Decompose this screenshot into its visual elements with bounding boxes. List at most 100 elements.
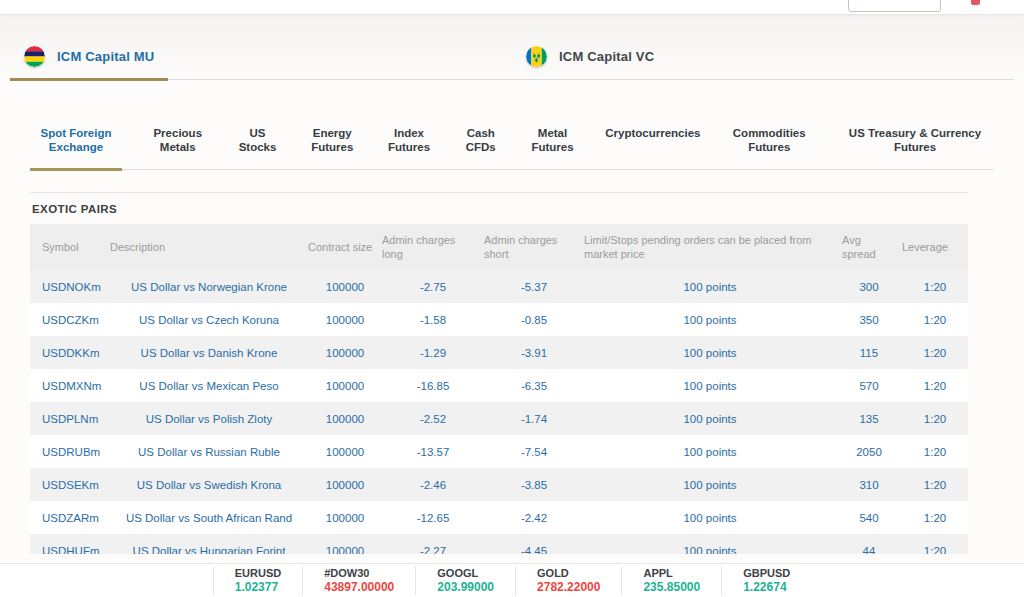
- admin-charges-long-cell: -2.52: [382, 413, 484, 425]
- symbol-cell: USDHUFm: [30, 545, 110, 555]
- symbol-cell: USDMXNm: [30, 380, 110, 392]
- ticker-symbol: GBPUSD: [743, 567, 790, 580]
- contract-size-cell: 100000: [308, 446, 382, 458]
- st-vincent-flag-icon: [526, 46, 547, 67]
- mauritius-flag-icon: [24, 46, 45, 67]
- table-row[interactable]: USDPLNm US Dollar vs Polish Zloty 100000…: [30, 402, 968, 435]
- leverage-cell: 1:20: [902, 380, 968, 392]
- leverage-cell: 1:20: [902, 314, 968, 326]
- leverage-cell: 1:20: [902, 545, 968, 555]
- ticker-symbol: #DOW30: [324, 567, 394, 580]
- column-header: Description: [110, 236, 308, 258]
- category-tab[interactable]: Cryptocurrencies: [603, 124, 702, 169]
- column-header: Avg spread: [836, 229, 902, 266]
- category-tab[interactable]: Precious Metals: [147, 124, 209, 169]
- symbol-cell: USDDKKm: [30, 347, 110, 359]
- table-row[interactable]: USDZARm US Dollar vs South African Rand …: [30, 501, 968, 534]
- broker-tab-button-mu[interactable]: ICM Capital MU: [10, 40, 168, 79]
- broker-tab-label: ICM Capital MU: [57, 49, 154, 64]
- ticker-item[interactable]: #DOW30 43897.00000: [302, 566, 415, 595]
- column-header: Admin charges short: [484, 229, 584, 266]
- broker-tab-button-vc[interactable]: ICM Capital VC: [512, 40, 668, 79]
- ticker-symbol: EURUSD: [235, 567, 281, 580]
- symbol-cell: USDCZKm: [30, 314, 110, 326]
- ticker-item[interactable]: APPL 235.85000: [621, 566, 721, 595]
- description-cell: US Dollar vs Polish Zloty: [110, 413, 308, 425]
- description-cell: US Dollar vs Danish Krone: [110, 347, 308, 359]
- admin-charges-short-cell: -7.54: [484, 446, 584, 458]
- ticker-item[interactable]: GOOGL 203.99000: [415, 566, 515, 595]
- column-header: Leverage: [902, 236, 968, 258]
- limit-stops-cell: 100 points: [584, 512, 836, 524]
- avg-spread-cell: 350: [836, 314, 902, 326]
- avg-spread-cell: 44: [836, 545, 902, 555]
- limit-stops-cell: 100 points: [584, 446, 836, 458]
- table-row[interactable]: USDDKKm US Dollar vs Danish Krone 100000…: [30, 336, 968, 369]
- category-tab[interactable]: US Stocks: [234, 124, 282, 169]
- limit-stops-cell: 100 points: [584, 545, 836, 555]
- limit-stops-cell: 100 points: [584, 413, 836, 425]
- description-cell: US Dollar vs Norwegian Krone: [110, 281, 308, 293]
- table-row[interactable]: USDRUBm US Dollar vs Russian Ruble 10000…: [30, 435, 968, 468]
- limit-stops-cell: 100 points: [584, 281, 836, 293]
- column-header: Limit/Stops pending orders can be placed…: [584, 229, 836, 266]
- ticker-symbol: GOOGL: [437, 567, 494, 580]
- symbol-cell: USDPLNm: [30, 413, 110, 425]
- ticker-item[interactable]: GOLD 2782.22000: [515, 566, 621, 595]
- contract-size-cell: 100000: [308, 314, 382, 326]
- contract-size-cell: 100000: [308, 281, 382, 293]
- admin-charges-long-cell: -2.46: [382, 479, 484, 491]
- ticker-item[interactable]: GBPUSD 1.22674: [721, 566, 811, 595]
- ticker-item[interactable]: EURUSD 1.02377: [213, 566, 302, 595]
- notification-badge-fragment: [971, 0, 980, 5]
- ticker-value: 235.85000: [643, 580, 700, 594]
- table-row[interactable]: USDSEKm US Dollar vs Swedish Krona 10000…: [30, 468, 968, 501]
- admin-charges-long-cell: -1.29: [382, 347, 484, 359]
- category-tab[interactable]: Index Futures: [383, 124, 435, 169]
- description-cell: US Dollar vs Swedish Krona: [110, 479, 308, 491]
- table-row[interactable]: USDMXNm US Dollar vs Mexican Peso 100000…: [30, 369, 968, 402]
- category-tab[interactable]: Metal Futures: [527, 124, 579, 169]
- limit-stops-cell: 100 points: [584, 479, 836, 491]
- admin-charges-short-cell: -3.91: [484, 347, 584, 359]
- leverage-cell: 1:20: [902, 446, 968, 458]
- section-title: EXOTIC PAIRS: [30, 193, 968, 224]
- category-tab[interactable]: US Treasury & Currency Futures: [836, 124, 994, 169]
- table-header-row: Symbol Description Contract size Admin c…: [30, 224, 968, 270]
- table-row[interactable]: USDHUFm US Dollar vs Hungarian Forint 10…: [30, 534, 968, 554]
- ticker-symbol: APPL: [643, 567, 700, 580]
- admin-charges-short-cell: -2.42: [484, 512, 584, 524]
- category-tab[interactable]: Commodities Futures: [727, 124, 811, 169]
- specifications-table: Symbol Description Contract size Admin c…: [30, 224, 968, 554]
- broker-tabs-band: ICM Capital MU: [0, 14, 1024, 80]
- avg-spread-cell: 115: [836, 347, 902, 359]
- quotes-ticker: EURUSD 1.02377 #DOW30 43897.00000 GOOGL …: [0, 563, 1024, 597]
- category-tab[interactable]: Spot Foreign Exchange: [30, 124, 122, 169]
- limit-stops-cell: 100 points: [584, 380, 836, 392]
- leverage-cell: 1:20: [902, 413, 968, 425]
- description-cell: US Dollar vs Hungarian Forint: [110, 545, 308, 555]
- leverage-cell: 1:20: [902, 281, 968, 293]
- ticker-value: 1.02377: [235, 580, 281, 594]
- symbol-cell: USDNOKm: [30, 281, 110, 293]
- contract-size-cell: 100000: [308, 347, 382, 359]
- ticker-value: 1.22674: [743, 580, 790, 594]
- table-row[interactable]: USDNOKm US Dollar vs Norwegian Krone 100…: [30, 270, 968, 303]
- category-tab[interactable]: Cash CFDs: [460, 124, 502, 169]
- ticker-value: 2782.22000: [537, 580, 600, 594]
- category-tab[interactable]: Energy Futures: [306, 124, 358, 169]
- ticker-value: 43897.00000: [324, 580, 394, 594]
- top-bar: [0, 0, 1024, 14]
- table-row[interactable]: USDCZKm US Dollar vs Czech Koruna 100000…: [30, 303, 968, 336]
- limit-stops-cell: 100 points: [584, 347, 836, 359]
- description-cell: US Dollar vs South African Rand: [110, 512, 308, 524]
- contract-size-cell: 100000: [308, 479, 382, 491]
- admin-charges-short-cell: -5.37: [484, 281, 584, 293]
- leverage-cell: 1:20: [902, 479, 968, 491]
- column-header: Admin charges long: [382, 229, 484, 266]
- leverage-cell: 1:20: [902, 512, 968, 524]
- avg-spread-cell: 570: [836, 380, 902, 392]
- column-header: Symbol: [30, 236, 110, 258]
- partial-button-fragment[interactable]: [848, 0, 941, 12]
- limit-stops-cell: 100 points: [584, 314, 836, 326]
